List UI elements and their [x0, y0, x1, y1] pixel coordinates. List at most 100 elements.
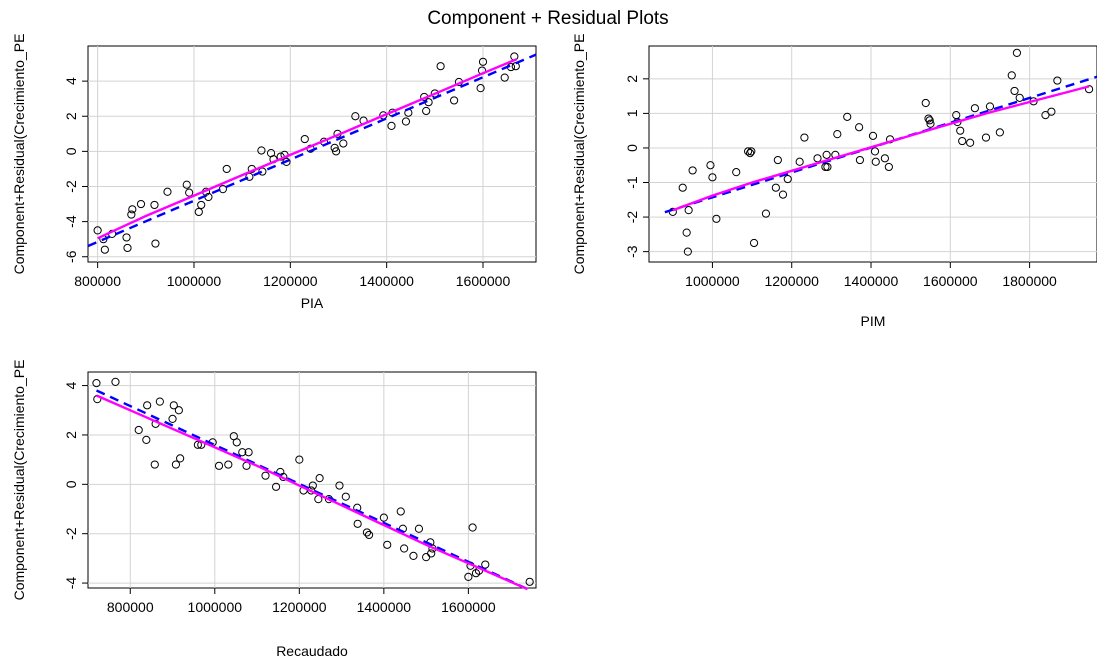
y-tick-label: -2 — [63, 180, 79, 193]
data-point — [880, 154, 889, 163]
y-tick-label: 4 — [63, 77, 79, 85]
data-point — [93, 226, 102, 235]
x-tick-label: 1400000 — [844, 273, 899, 289]
data-point — [143, 401, 152, 410]
data-point — [683, 247, 692, 256]
data-point — [924, 114, 933, 123]
x-tick-label: 1600000 — [441, 599, 496, 615]
data-point — [163, 187, 172, 196]
data-point — [300, 134, 309, 144]
data-point — [795, 157, 804, 166]
data-point — [261, 471, 270, 480]
y-tick-label: 2 — [63, 112, 79, 120]
data-point — [331, 147, 341, 156]
y-tick-label: 0 — [624, 144, 640, 152]
data-point — [122, 233, 131, 242]
data-point — [952, 111, 961, 120]
x-tick-label: 1800000 — [1002, 273, 1057, 289]
data-point — [401, 117, 411, 126]
figure-title: Component + Residual Plots — [427, 8, 668, 29]
data-point — [468, 523, 477, 532]
data-point — [364, 530, 374, 540]
plot-border — [648, 45, 1097, 263]
data-point — [966, 138, 975, 147]
data-points — [92, 377, 534, 586]
data-point — [315, 474, 324, 483]
data-point — [150, 460, 159, 469]
data-point — [308, 481, 317, 490]
data-point — [174, 406, 183, 415]
x-axis-label: PIA — [301, 295, 324, 311]
grid — [649, 46, 1097, 262]
data-point — [414, 524, 424, 533]
data-point — [232, 438, 241, 447]
y-axis-label: Component+Residual(Crecimiento_PE — [571, 34, 587, 275]
data-point — [1041, 111, 1050, 120]
data-point — [958, 136, 967, 146]
panel-recaudado: 800000 1000000 1200000 1400000 1600000 -4 -2 0… — [11, 360, 537, 659]
y-tick-label: 1 — [624, 109, 640, 117]
data-point — [1084, 85, 1094, 94]
data-point — [151, 239, 160, 248]
data-point — [970, 104, 979, 113]
data-point — [400, 544, 409, 553]
data-point — [981, 133, 991, 142]
x-tick-label: 1000000 — [685, 273, 740, 289]
data-point — [136, 199, 146, 209]
data-point — [339, 139, 348, 148]
y-tick-label: -2 — [624, 211, 640, 224]
data-point — [1010, 86, 1019, 96]
data-point — [871, 157, 880, 166]
data-point — [868, 131, 878, 140]
data-point — [749, 238, 759, 248]
y-tick-label: -1 — [624, 176, 640, 189]
data-point — [258, 167, 267, 176]
data-point — [821, 162, 830, 172]
data-point — [244, 448, 253, 457]
data-point — [422, 553, 431, 562]
data-point — [464, 572, 473, 581]
data-point — [956, 126, 965, 135]
data-point — [341, 492, 350, 501]
data-point — [926, 119, 935, 128]
y-axis: -6 -4 -2 0 2 4 — [63, 77, 88, 263]
y-tick-label: 2 — [63, 431, 79, 439]
data-point — [1012, 48, 1022, 58]
data-point — [409, 551, 418, 561]
y-axis: -4 -2 0 2 4 — [63, 381, 88, 589]
data-point — [295, 455, 304, 464]
y-tick-label: -4 — [63, 215, 79, 228]
data-point — [238, 448, 247, 457]
data-point — [123, 243, 132, 253]
data-point — [744, 147, 753, 156]
x-tick-label: 1000000 — [188, 599, 243, 615]
data-point — [150, 200, 159, 210]
data-point — [800, 133, 809, 142]
x-tick-label: 1200000 — [764, 273, 819, 289]
data-point — [330, 143, 339, 152]
x-tick-label: 1200000 — [272, 599, 327, 615]
data-point — [214, 461, 224, 470]
y-tick-label: 4 — [63, 381, 79, 389]
data-point — [985, 102, 995, 111]
data-point — [712, 214, 721, 223]
data-point — [92, 379, 101, 388]
data-point — [778, 190, 788, 199]
data-point — [127, 210, 136, 219]
data-point — [855, 123, 864, 132]
data-point — [1015, 93, 1024, 102]
data-point — [427, 549, 436, 558]
y-axis-label: Component+Residual(Crecimiento_PE — [11, 360, 27, 601]
data-point — [684, 206, 693, 215]
data-point — [476, 84, 485, 93]
data-point — [155, 397, 164, 406]
data-point — [142, 435, 151, 444]
data-point — [100, 245, 109, 254]
data-point — [335, 481, 344, 490]
data-point — [678, 183, 687, 192]
data-point — [111, 377, 120, 386]
data-point — [732, 168, 741, 177]
data-point — [168, 414, 177, 424]
y-axis: -3 -2 -1 0 1 2 — [624, 75, 649, 258]
